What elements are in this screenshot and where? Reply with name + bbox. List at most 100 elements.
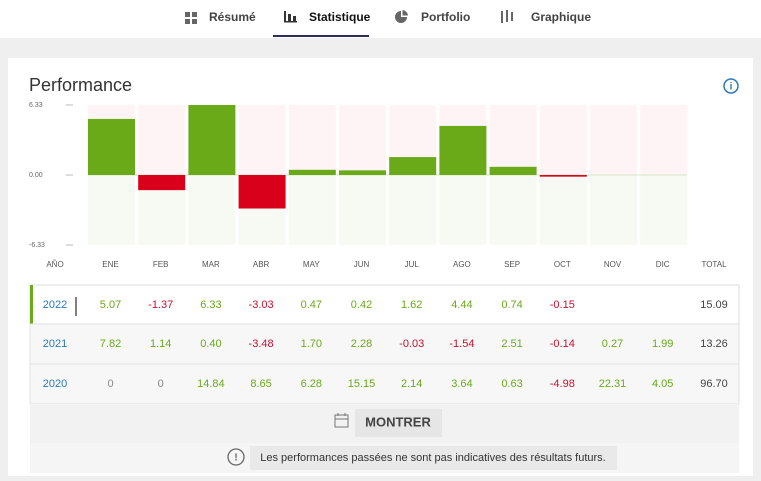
cell: -1.37 [148, 299, 173, 311]
column-header: FEB [153, 260, 169, 269]
cell: 1.62 [401, 299, 422, 311]
warning-icon [227, 448, 245, 466]
cell: -3.48 [249, 338, 274, 350]
cell: 6.33 [200, 299, 221, 311]
column-header: SEP [504, 260, 520, 269]
row-bg [29, 363, 740, 405]
cell: 0 [158, 378, 164, 390]
cell: 0.74 [501, 299, 522, 311]
column-header: TOTAL [701, 260, 727, 269]
column-bg-up [339, 105, 386, 175]
cell: 15.15 [348, 378, 376, 390]
cell: 4.44 [451, 299, 472, 311]
tab[interactable]: Résumé [209, 10, 256, 24]
cell: 5.07 [100, 299, 121, 311]
year[interactable]: 2021 [43, 338, 67, 350]
column-bg-down [389, 175, 437, 245]
y-tick-label: 0.00 [29, 172, 43, 179]
cell: 0.63 [501, 378, 522, 390]
warning-glyph: ! [234, 453, 237, 464]
column-header: NOV [604, 260, 622, 269]
year[interactable]: 2020 [43, 378, 67, 390]
cell: 1.99 [652, 338, 673, 350]
column-bg-up [138, 105, 186, 175]
info-icon-glyph: i [730, 82, 733, 93]
column-bg-down [188, 175, 236, 245]
cell: 2.14 [401, 378, 422, 390]
column-header: ENE [102, 260, 118, 269]
cell: -0.15 [550, 299, 575, 311]
section-title: Performance [29, 75, 132, 95]
bar [539, 175, 587, 177]
bar [339, 170, 386, 175]
cell: -3.03 [249, 299, 274, 311]
show-button[interactable] [355, 409, 442, 437]
row-bg [29, 323, 740, 365]
bar [389, 157, 437, 175]
calendar-icon [334, 413, 349, 428]
column-header: JUL [405, 260, 420, 269]
row-bg [29, 284, 740, 325]
column-bg-down [88, 175, 135, 245]
cell: 0.47 [301, 299, 322, 311]
column-header: MAY [303, 260, 320, 269]
cell: 1.70 [301, 338, 322, 350]
bar [188, 105, 236, 175]
cell: 4.05 [652, 378, 673, 390]
y-tick-label: 6.33 [29, 102, 43, 109]
cell: 2.28 [351, 338, 372, 350]
cell: -0.03 [399, 338, 424, 350]
cell: 15.09 [700, 299, 728, 311]
cell: 2.51 [501, 338, 522, 350]
cell: 7.82 [100, 338, 121, 350]
column-bg-up [288, 105, 336, 175]
cell: 0.42 [351, 299, 372, 311]
bar [439, 125, 487, 175]
cell: 0.40 [200, 338, 221, 350]
active-tab-underline [273, 35, 369, 37]
column-bg-up [640, 105, 688, 175]
column-bg-up [590, 105, 637, 175]
column-bg-up [238, 105, 286, 175]
bar [489, 166, 537, 175]
bar [138, 175, 186, 191]
column-header: DIC [656, 260, 670, 269]
column-bg-down [339, 175, 386, 245]
cell: 8.65 [250, 378, 271, 390]
info-icon[interactable] [723, 78, 739, 94]
bar [88, 118, 135, 175]
cell: 0 [107, 378, 113, 390]
tab[interactable]: Graphique [531, 10, 591, 24]
column-header: ABR [253, 260, 270, 269]
column-header: OCT [554, 260, 571, 269]
column-bg-down [439, 175, 487, 245]
button-label[interactable]: MONTRER [365, 414, 431, 429]
column-bg-down [590, 175, 637, 245]
column-bg-up [489, 105, 537, 175]
tab-icon [395, 10, 408, 23]
tab[interactable]: Statistique [309, 10, 371, 24]
row-highlight [30, 285, 33, 324]
column-header: MAR [202, 260, 220, 269]
column-bg-down [640, 175, 688, 245]
cell: -0.14 [550, 338, 575, 350]
column-header: AÑO [46, 260, 63, 269]
column-header: JUN [354, 260, 370, 269]
cell: 14.84 [197, 378, 225, 390]
tab-icon [501, 10, 513, 23]
year[interactable]: 2022 [43, 299, 67, 311]
column-header: AGO [453, 260, 471, 269]
bar [288, 169, 336, 175]
cell: 1.14 [150, 338, 171, 350]
cell: 22.31 [599, 378, 627, 390]
column-bg-down [489, 175, 537, 245]
cell: 96.70 [700, 378, 728, 390]
tab-bar [0, 0, 761, 38]
cell: 3.64 [451, 378, 472, 390]
tab[interactable]: Portfolio [421, 10, 470, 24]
cell: 13.26 [700, 338, 728, 350]
cell: 6.28 [301, 378, 322, 390]
tab-icon [185, 12, 197, 24]
